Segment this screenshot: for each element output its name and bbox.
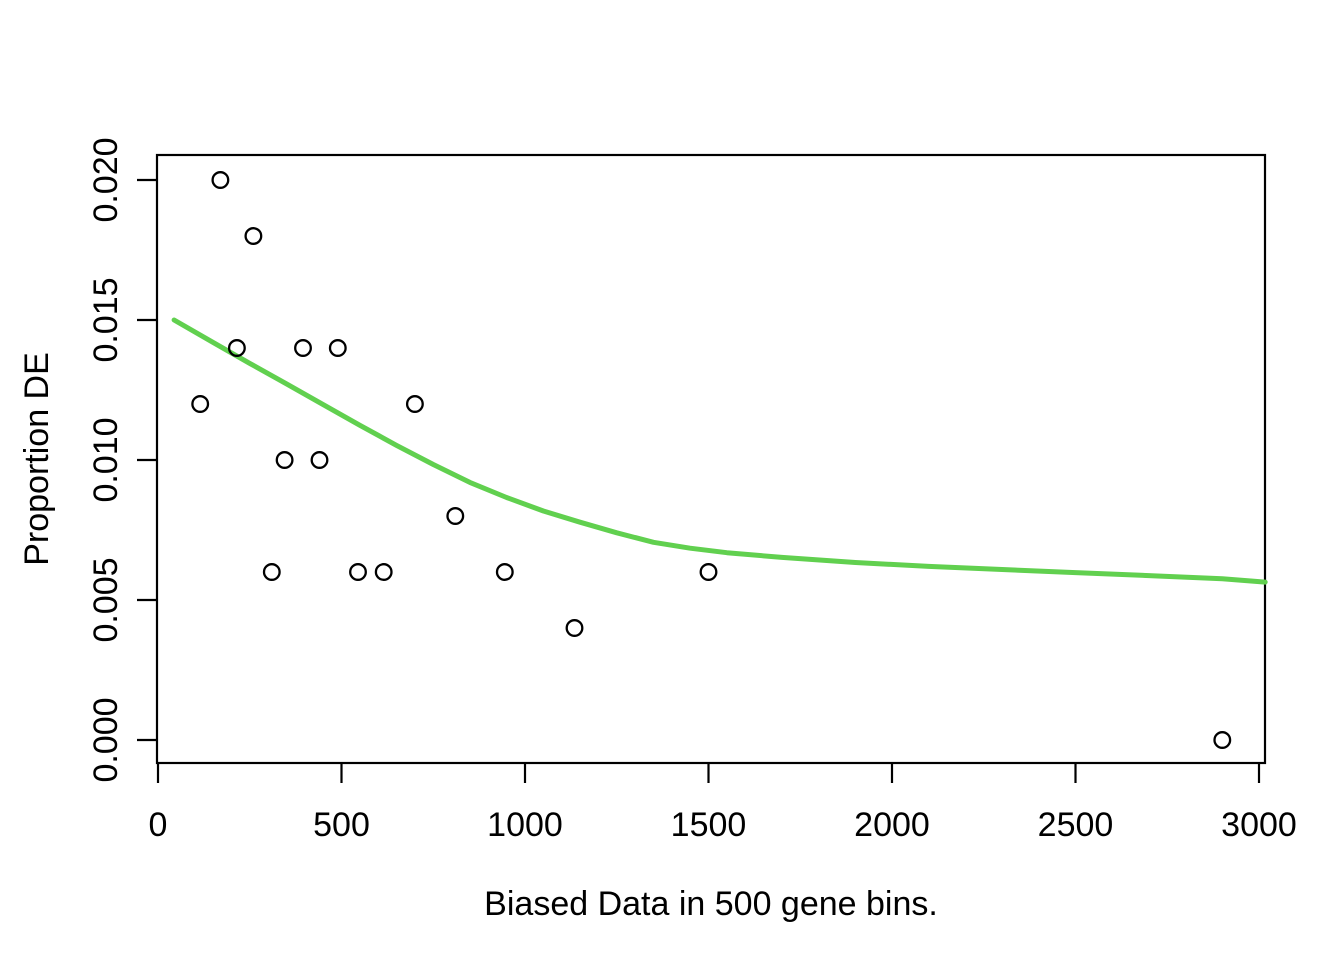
data-point bbox=[374, 563, 393, 581]
x-axis-title: Biased Data in 500 gene bins. bbox=[484, 885, 938, 923]
y-tick-label: 0.000 bbox=[87, 697, 125, 782]
data-point bbox=[446, 507, 465, 525]
axes-layer: 0 500 1000 1500 2000 2500 3000 0.000 0.005 0.010 0… bbox=[87, 137, 1297, 844]
data-point bbox=[275, 451, 294, 469]
data-point bbox=[349, 563, 367, 581]
data-point bbox=[211, 171, 230, 189]
data-point bbox=[1213, 731, 1232, 749]
data-point bbox=[191, 395, 210, 413]
y-tick-label: 0.005 bbox=[87, 557, 125, 642]
y-axis-title: Proportion DE bbox=[18, 352, 56, 566]
data-point bbox=[244, 227, 263, 245]
x-tick-label: 500 bbox=[313, 806, 370, 844]
x-tick-label: 3000 bbox=[1221, 806, 1297, 844]
x-tick-label: 1500 bbox=[671, 806, 747, 844]
data-point bbox=[262, 563, 281, 581]
y-tick-label: 0.020 bbox=[87, 137, 125, 222]
data-point bbox=[495, 563, 514, 581]
y-tick-label: 0.010 bbox=[87, 417, 125, 502]
plot-box bbox=[155, 153, 1267, 765]
x-tick-label: 1000 bbox=[487, 806, 563, 844]
data-point bbox=[699, 563, 718, 581]
data-point bbox=[328, 339, 347, 357]
data-layer bbox=[171, 171, 1268, 749]
data-point bbox=[294, 339, 312, 357]
data-point bbox=[565, 619, 584, 637]
x-tick-label: 2500 bbox=[1038, 806, 1114, 844]
data-point bbox=[310, 451, 329, 469]
data-point bbox=[227, 339, 246, 357]
data-point bbox=[405, 395, 424, 413]
x-tick-label: 0 bbox=[149, 806, 168, 844]
x-tick-label: 2000 bbox=[854, 806, 930, 844]
trend-curve bbox=[171, 317, 1268, 585]
y-tick-label: 0.015 bbox=[87, 277, 125, 362]
